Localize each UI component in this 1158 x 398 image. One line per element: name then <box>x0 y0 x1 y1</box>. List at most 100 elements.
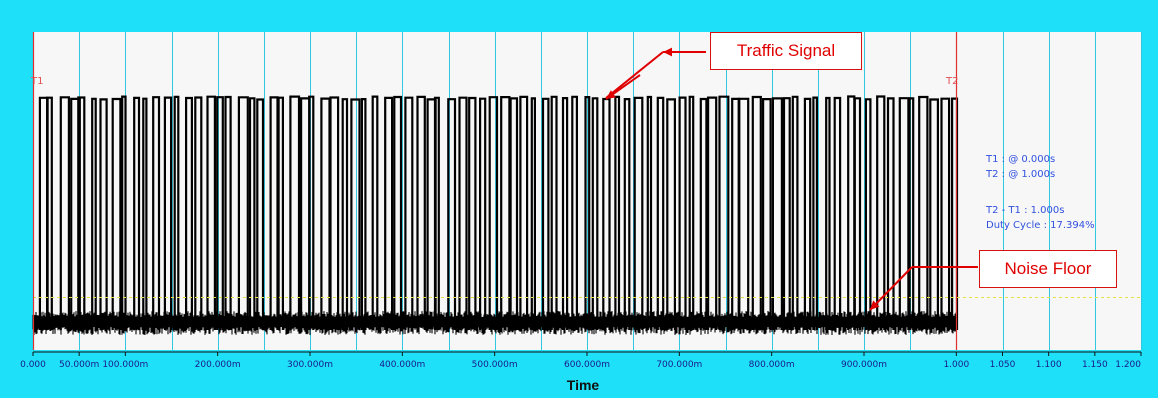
signal-burst <box>763 99 771 330</box>
signal-burst <box>848 97 854 331</box>
signal-burst <box>667 99 675 330</box>
x-tick-label: 500.000m <box>472 360 518 370</box>
signal-burst <box>572 97 577 330</box>
signal-burst <box>165 98 171 330</box>
x-tick-label: 600.000m <box>564 360 610 370</box>
signal-burst <box>520 97 527 330</box>
signal-burst <box>708 98 716 330</box>
signal-burst <box>405 98 412 330</box>
x-tick-label: 1.050 <box>990 360 1016 370</box>
signal-burst <box>448 99 455 330</box>
signal-burst <box>942 99 950 330</box>
signal-burst <box>175 97 179 330</box>
signal-burst <box>373 97 378 330</box>
signal-burst <box>501 97 509 330</box>
signal-burst <box>309 97 313 330</box>
signal-burst <box>47 98 52 330</box>
signal-burst <box>635 98 643 330</box>
signal-burst <box>113 99 121 330</box>
signal-burst <box>615 97 619 330</box>
signal-burst <box>866 99 871 330</box>
signal-burst <box>153 97 159 330</box>
delta-info: T2 - T1 : 1.000s <box>986 205 1064 216</box>
signal-burst <box>625 99 630 330</box>
signal-burst <box>511 98 517 330</box>
signal-burst <box>92 99 96 330</box>
signal-burst <box>217 97 223 330</box>
signal-burst <box>658 98 663 330</box>
duty-cycle-info: Duty Cycle : 17.394% <box>986 220 1095 231</box>
signal-burst <box>257 100 263 331</box>
signal-burst <box>855 98 860 330</box>
signal-burst <box>793 97 798 330</box>
signal-burst <box>888 98 894 330</box>
signal-burst <box>186 98 192 330</box>
signal-burst <box>101 99 107 330</box>
x-tick-label: 900.000m <box>841 360 887 370</box>
x-tick-label: 1.150 <box>1082 360 1108 370</box>
signal-burst <box>435 98 439 330</box>
signal-burst <box>226 97 231 330</box>
signal-burst <box>362 99 366 330</box>
signal-burst <box>78 98 84 331</box>
signal-burst <box>61 97 69 330</box>
signal-burst <box>351 100 359 331</box>
x-tick-label: 700.000m <box>656 360 702 370</box>
signal-burst <box>835 98 840 330</box>
signal-burst <box>877 97 884 331</box>
signal-burst <box>701 99 707 330</box>
signal-burst <box>290 97 299 330</box>
signal-burst <box>720 97 729 330</box>
signal-burst <box>753 97 761 330</box>
signal-burst <box>271 97 278 330</box>
signal-burst <box>563 98 567 330</box>
signal-burst <box>250 98 254 330</box>
signal-burst <box>593 98 598 330</box>
signal-burst <box>603 99 609 330</box>
signal-burst <box>805 99 810 330</box>
signal-burst <box>826 98 829 330</box>
signal-burst <box>343 99 347 330</box>
noise-floor-callout: Noise Floor <box>979 250 1117 288</box>
signal-burst <box>279 98 283 330</box>
x-tick-label: 1.000 <box>943 360 969 370</box>
signal-burst <box>385 98 392 330</box>
signal-burst <box>321 99 329 330</box>
signal-burst <box>208 97 215 330</box>
x-tick-label: 1.100 <box>1036 360 1062 370</box>
x-tick-label: 1.200 <box>1115 360 1141 370</box>
signal-burst <box>532 98 535 330</box>
signal-burst <box>490 97 497 330</box>
signal-burst <box>900 98 909 330</box>
t2-info: T2 : @ 1.000s <box>986 169 1055 180</box>
signal-burst <box>239 97 248 330</box>
x-tick-label: 50.000m <box>59 360 99 370</box>
x-axis-label: Time <box>563 377 603 393</box>
cursor-label-t1: T1 <box>31 76 43 87</box>
x-tick-label: 200.000m <box>195 360 241 370</box>
signal-burst <box>919 97 927 330</box>
cursor-label-t2: T2 <box>946 76 958 87</box>
signal-burst <box>910 98 914 330</box>
signal-burst <box>480 99 485 330</box>
x-tick-label: 400.000m <box>379 360 425 370</box>
signal-burst <box>739 99 748 330</box>
signal-burst <box>143 99 146 330</box>
x-tick-label: 800.000m <box>749 360 795 370</box>
signal-burst <box>460 98 467 330</box>
signal-burst <box>680 98 686 330</box>
signal-burst <box>469 98 475 330</box>
signal-burst <box>648 97 651 330</box>
signal-burst <box>331 98 339 331</box>
x-tick-label: 100.000m <box>102 360 148 370</box>
signal-burst <box>930 100 938 331</box>
signal-burst <box>813 98 817 330</box>
signal-burst <box>690 97 694 330</box>
signal-burst <box>586 97 590 330</box>
signal-burst <box>773 98 782 330</box>
signal-burst <box>195 98 201 331</box>
traffic-signal-callout: Traffic Signal <box>710 32 862 70</box>
x-tick-label: 300.000m <box>287 360 333 370</box>
